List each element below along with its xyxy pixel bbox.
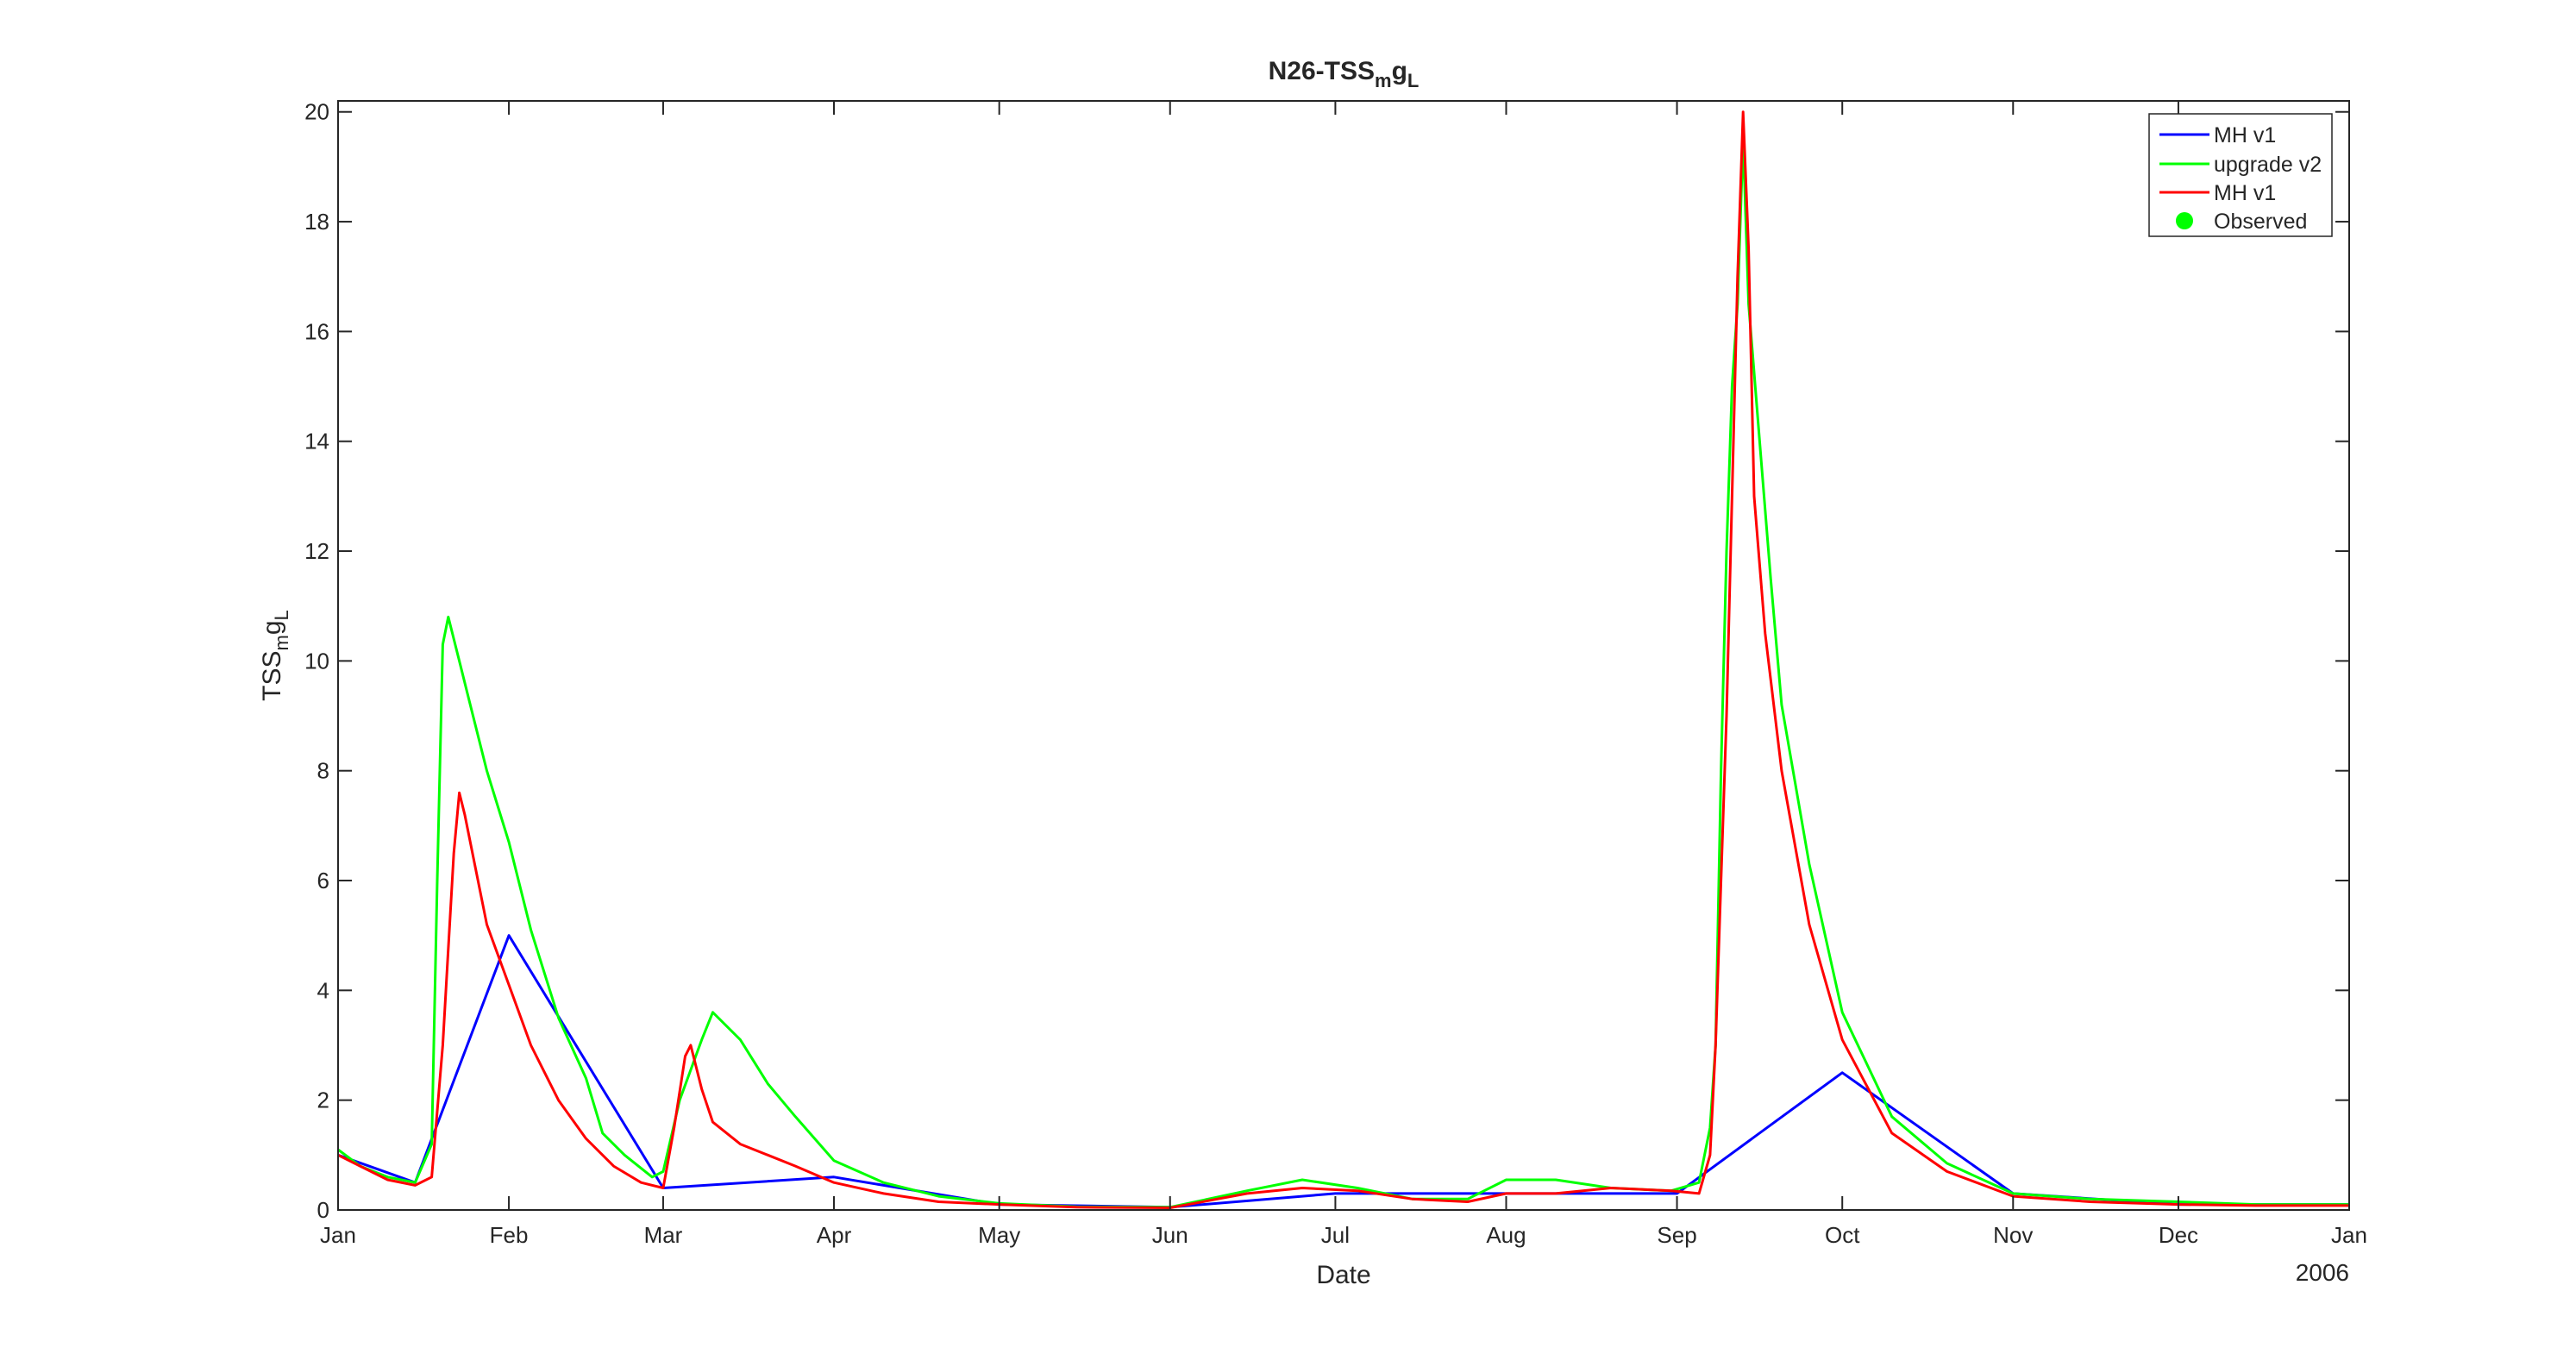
y-tick-label: 6 (317, 868, 329, 893)
ylabel-sub1: m (271, 635, 292, 650)
x-tick-label: Dec (2159, 1222, 2198, 1248)
x-tick-label: Mar (644, 1222, 683, 1248)
x-tick-label: Apr (817, 1222, 852, 1248)
legend-label: MH v1 (2214, 181, 2276, 205)
ylabel-sub2: L (271, 610, 292, 620)
y-tick-label: 16 (304, 318, 329, 344)
chart-title: N26-TSSmgL (1269, 57, 1420, 91)
y-tick-label: 20 (304, 99, 329, 125)
legend-swatch-circle (2176, 212, 2193, 229)
x-tick-label: Aug (1486, 1222, 1526, 1248)
series-line (337, 110, 2349, 1209)
title-sub2: L (1407, 70, 1419, 91)
legend-label: MH v1 (2214, 123, 2276, 147)
x-tick-label: Nov (1993, 1222, 2033, 1248)
y-tick-label: 0 (317, 1197, 329, 1223)
y-axis: 0 2 4 6 8 10 12 14 16 18 20 (304, 99, 2349, 1223)
x-axis: Jan Feb Mar Apr May Jun Jul Aug Sep Oct Nov Dec Jan (320, 101, 2367, 1248)
series-line (337, 934, 2349, 1209)
x-tick-label: Jan (320, 1222, 356, 1248)
x-tick-label: May (978, 1222, 1020, 1248)
y-tick-label: 12 (304, 538, 329, 564)
y-tick-label: 4 (317, 977, 329, 1003)
x-tick-label: Jan (2331, 1222, 2367, 1248)
legend-item: Observed (2176, 210, 2307, 234)
x-tick-label: Jun (1152, 1222, 1188, 1248)
x-axis-label: Date (1316, 1261, 1370, 1289)
title-sub1: m (1375, 70, 1392, 91)
y-tick-label: 14 (304, 429, 329, 454)
x-tick-label: Jul (1321, 1222, 1350, 1248)
title-base: N26-TSS (1269, 57, 1375, 85)
ylabel-mid: g (258, 620, 286, 635)
x-tick-label: Sep (1657, 1222, 1696, 1248)
legend-item: MH v1 (2159, 123, 2276, 147)
legend-label: Observed (2214, 210, 2307, 234)
x-tick-label: Oct (1825, 1222, 1860, 1248)
plot-frame (337, 100, 2350, 1211)
y-tick-label: 10 (304, 648, 329, 674)
legend-label: upgrade v2 (2214, 153, 2322, 177)
y-axis-label: TSSmgL (258, 610, 292, 701)
x-tick-label: Feb (490, 1222, 529, 1248)
legend: MH v1 upgrade v2 MH v1 Observed (2148, 113, 2333, 237)
legend-item: upgrade v2 (2159, 153, 2322, 177)
y-tick-label: 2 (317, 1088, 329, 1113)
ylabel-base: TSS (258, 650, 286, 700)
y-tick-label: 18 (304, 209, 329, 235)
y-tick-label: 8 (317, 758, 329, 784)
year-label: 2006 (2296, 1259, 2349, 1286)
title-mid: g (1392, 57, 1407, 85)
legend-item: MH v1 (2159, 181, 2276, 205)
